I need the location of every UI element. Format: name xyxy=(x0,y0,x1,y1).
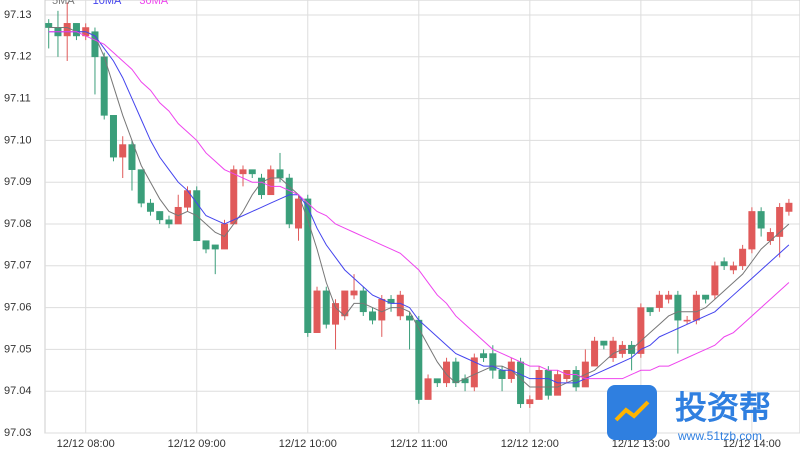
y-tick-label: 97.11 xyxy=(4,93,31,105)
candle-body xyxy=(711,265,719,296)
x-tick-label: 12/12 11:00 xyxy=(390,438,447,450)
candle-body xyxy=(378,298,386,321)
candle-body xyxy=(267,169,275,196)
candle-body xyxy=(63,23,71,37)
plot-area xyxy=(44,0,800,434)
y-tick-label: 97.12 xyxy=(4,51,32,63)
candle-body xyxy=(332,303,340,325)
candle-body xyxy=(211,244,219,250)
y-tick-label: 97.05 xyxy=(4,343,32,355)
candle-body xyxy=(424,378,432,400)
candle-body xyxy=(248,169,256,175)
candle-body xyxy=(544,369,552,396)
candle-body xyxy=(72,23,80,37)
x-tick-label: 12/12 13:00 xyxy=(612,438,670,450)
y-tick-label: 97.10 xyxy=(4,134,32,146)
candle-body xyxy=(739,248,747,267)
candle-body xyxy=(109,115,117,158)
candle-body xyxy=(137,169,145,204)
candle-body xyxy=(452,361,460,384)
candle-body xyxy=(285,177,293,225)
legend-label: 5MA xyxy=(52,0,75,7)
candle-body xyxy=(369,311,377,321)
candle-body xyxy=(554,374,562,396)
candle-body xyxy=(591,340,599,367)
candle-body xyxy=(702,294,710,300)
candle-body xyxy=(350,290,358,296)
ma-line xyxy=(48,31,790,380)
y-tick-label: 97.13 xyxy=(4,9,32,21)
candle-body xyxy=(683,319,691,322)
candle-body xyxy=(600,340,608,346)
x-tick-label: 12/12 08:00 xyxy=(57,438,115,450)
ma-line xyxy=(48,27,790,388)
candle-body xyxy=(480,353,488,359)
candle-body xyxy=(239,169,247,175)
watermark-url: www.51tzb.com xyxy=(677,429,762,443)
legend-label: 10MA xyxy=(93,0,122,7)
candle-body xyxy=(489,353,497,371)
candle-body xyxy=(498,369,506,379)
candle-body xyxy=(396,294,404,317)
candle-body xyxy=(720,261,728,267)
candle-body xyxy=(609,340,617,359)
candle-body xyxy=(156,211,164,221)
candle-body xyxy=(785,202,793,212)
legend-label: 30MA xyxy=(139,0,168,7)
x-tick-label: 12/12 10:00 xyxy=(279,438,337,450)
candle-body xyxy=(202,240,210,250)
candle-body xyxy=(304,198,312,333)
y-tick-label: 97.06 xyxy=(4,302,32,314)
candle-body xyxy=(470,357,478,388)
candle-body xyxy=(665,294,673,300)
x-tick-label: 12/12 09:00 xyxy=(168,438,226,450)
candle-body xyxy=(646,307,654,313)
candle-body xyxy=(322,290,330,325)
candle-body xyxy=(655,294,663,308)
candle-body xyxy=(692,294,700,321)
watermark-logo-arrow xyxy=(614,400,650,422)
candle-body xyxy=(128,144,136,170)
candle-body xyxy=(146,202,154,212)
candle-body xyxy=(674,294,682,321)
candle-body xyxy=(757,211,765,229)
watermark: 投资帮 www.51tzb.com xyxy=(607,385,771,443)
y-tick-label: 97.03 xyxy=(4,427,32,439)
ma-line xyxy=(48,31,790,384)
y-tick-label: 97.09 xyxy=(4,176,32,188)
candle-body xyxy=(100,56,108,116)
candle-body xyxy=(119,144,127,158)
candle-body xyxy=(748,211,756,250)
candle-body xyxy=(637,307,645,354)
candle-body xyxy=(776,206,784,237)
y-tick-label: 97.08 xyxy=(4,218,32,230)
candle-body xyxy=(230,169,238,225)
candle-body xyxy=(766,232,774,242)
y-tick-label: 97.04 xyxy=(4,385,32,397)
candle-body xyxy=(313,290,321,333)
candle-body xyxy=(517,361,525,405)
candle-body xyxy=(295,198,303,229)
candle-body xyxy=(526,399,534,405)
candle-body xyxy=(45,23,53,28)
candle-body xyxy=(433,378,441,384)
candle-body xyxy=(165,219,173,225)
candle-body xyxy=(359,290,367,313)
x-tick-label: 12/12 12:00 xyxy=(501,438,559,450)
candle-body xyxy=(535,369,543,400)
candle-body xyxy=(258,177,266,196)
candle-body xyxy=(443,361,451,384)
candle-body xyxy=(276,169,284,179)
x-tick-label: 12/12 14:00 xyxy=(723,438,781,450)
watermark-brand: 投资帮 xyxy=(675,389,771,425)
candle-body xyxy=(729,265,737,271)
y-tick-label: 97.07 xyxy=(4,260,32,272)
